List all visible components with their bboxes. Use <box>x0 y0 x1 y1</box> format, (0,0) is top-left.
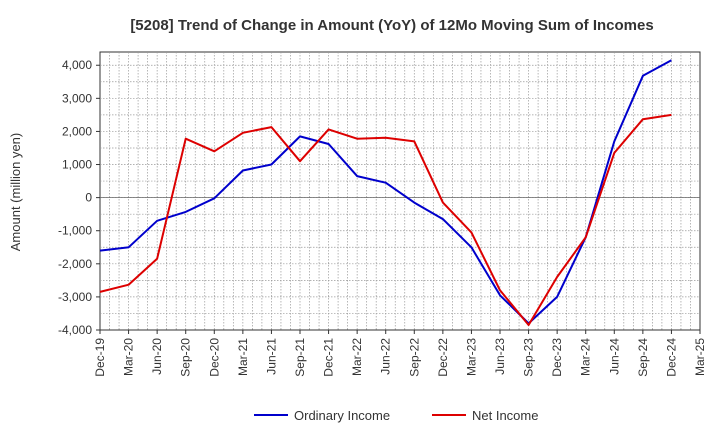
x-axis-ticks: Dec-19 Mar-20 Jun-20 Sep-20 Dec-20 Mar-21 Jun-… <box>93 330 707 377</box>
x-tick-label: Mar-23 <box>464 338 478 376</box>
x-tick-label: Mar-22 <box>350 338 364 376</box>
legend: Ordinary Income Net Income <box>254 408 538 423</box>
x-tick-label: Dec-24 <box>664 338 678 377</box>
x-tick-label: Sep-23 <box>522 338 536 377</box>
chart-title: [5208] Trend of Change in Amount (YoY) o… <box>130 17 653 34</box>
y-tick-label: 3,000 <box>62 91 92 105</box>
y-tick-label: 1,000 <box>62 158 92 172</box>
x-tick-label: Mar-21 <box>236 338 250 376</box>
legend-label: Ordinary Income <box>294 408 390 423</box>
x-tick-label: Jun-24 <box>607 338 621 375</box>
y-tick-label: -1,000 <box>58 224 92 238</box>
y-tick-label: 2,000 <box>62 124 92 138</box>
x-tick-label: Jun-21 <box>264 338 278 375</box>
x-tick-label: Jun-23 <box>493 338 507 375</box>
y-axis-ticks: -4,000 -3,000 -2,000 -1,000 0 1,000 2,000 3,000… <box>58 58 100 337</box>
x-tick-label: Sep-21 <box>293 338 307 377</box>
x-tick-label: Dec-20 <box>207 338 221 377</box>
x-tick-label: Dec-22 <box>436 338 450 377</box>
series-line-ordinary-income <box>99 59 672 325</box>
plot-area <box>99 51 701 331</box>
y-tick-label: -2,000 <box>58 257 92 271</box>
y-tick-label: 4,000 <box>62 58 92 72</box>
x-tick-label: Jun-20 <box>150 338 164 375</box>
x-tick-label: Sep-22 <box>407 338 421 377</box>
x-tick-label: Jun-22 <box>379 338 393 375</box>
x-tick-label: Sep-20 <box>179 338 193 377</box>
series-line-net-income <box>99 113 672 326</box>
series-lines <box>99 59 672 326</box>
x-tick-label: Dec-23 <box>550 338 564 377</box>
y-tick-label: -4,000 <box>58 323 92 337</box>
grid <box>100 52 700 330</box>
y-tick-label: 0 <box>85 191 92 205</box>
y-tick-label: -3,000 <box>58 290 92 304</box>
x-tick-label: Mar-25 <box>693 338 707 376</box>
x-tick-label: Mar-24 <box>579 338 593 376</box>
x-tick-label: Dec-19 <box>93 338 107 377</box>
legend-label: Net Income <box>472 408 538 423</box>
x-tick-label: Mar-20 <box>122 338 136 376</box>
x-tick-label: Sep-24 <box>636 338 650 377</box>
x-tick-label: Dec-21 <box>322 338 336 377</box>
y-axis-title: Amount (million yen) <box>8 133 23 252</box>
